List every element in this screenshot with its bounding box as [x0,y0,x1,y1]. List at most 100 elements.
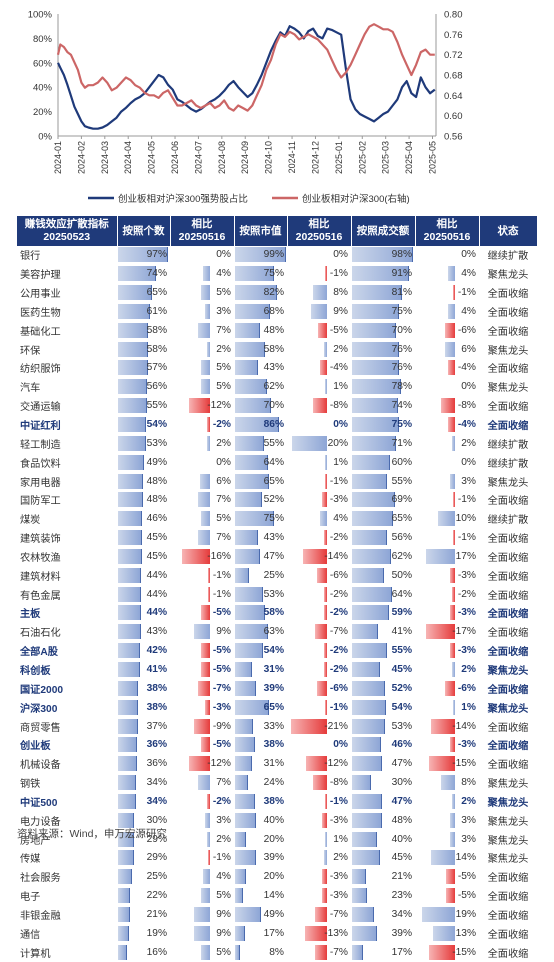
level-bar [352,718,386,734]
level-value: 38% [263,739,284,751]
level-bar [118,586,141,602]
status-cell: 全面收缩 [479,528,537,548]
row-name: 纺织服饰 [17,358,117,378]
level-bar [352,473,387,489]
change-bar [208,567,210,583]
turnover-change-cell: -1% [415,283,479,303]
mcap-change-cell: -7% [287,622,351,642]
change-bar [325,473,327,489]
count-cell: 19% [117,923,170,944]
level-value: 64% [391,588,412,600]
turnover-change-cell: 13% [415,923,479,944]
row-name: 交通运输 [17,396,117,416]
count-cell: 57% [117,358,170,378]
change-bar [290,718,327,734]
mcap-cell: 48% [234,320,287,341]
level-value: 48% [263,324,284,336]
change-bar [182,548,210,564]
level-value: 25% [146,871,167,883]
y-right-tick-label: 0.68 [444,71,463,82]
turnover-change-cell: 0% [415,452,479,473]
level-bar [118,247,168,263]
change-bar [313,398,327,414]
row-name: 国防军工 [17,490,117,510]
level-bar [352,454,390,470]
turnover-change-cell: 14% [415,848,479,868]
change-value: 14% [455,852,476,864]
level-bar [235,793,255,809]
count-cell: 29% [117,848,170,868]
mcap-change-cell: -1% [287,264,351,284]
level-value: 40% [391,833,412,845]
count-cell: 48% [117,471,170,491]
mcap-cell: 43% [234,528,287,548]
change-value: -1% [457,532,476,544]
level-bar [235,624,268,640]
status-cell: 全面收缩 [479,565,537,586]
mcap-cell: 14% [234,886,287,906]
change-bar [448,303,455,319]
mcap-cell: 17% [234,923,287,944]
level-value: 74% [146,268,167,280]
turnover-change-cell: -6% [415,320,479,341]
change-bar [316,680,327,696]
turnover-cell: 75% [351,415,415,435]
count-change-cell: -5% [170,660,234,680]
change-bar [204,699,210,715]
level-bar [235,775,248,791]
level-value: 55% [263,437,284,449]
row-name: 钢铁 [17,773,117,793]
turnover-cell: 78% [351,377,415,397]
level-value: 17% [391,946,412,958]
level-value: 86% [263,419,284,431]
change-value: 1% [333,456,348,468]
level-bar [235,417,279,433]
mcap-change-cell: 20% [287,433,351,454]
change-value: 2% [461,437,476,449]
series-line-relative [56,23,435,112]
level-value: 47% [391,795,412,807]
level-bar [118,718,138,734]
level-value: 31% [263,663,284,675]
change-value: -2% [329,532,348,544]
turnover-change-cell: 1% [415,697,479,718]
mcap-cell: 64% [234,452,287,473]
mcap-cell: 39% [234,848,287,868]
count-change-cell: -9% [170,716,234,736]
change-bar [208,586,210,602]
count-cell: 65% [117,283,170,303]
level-bar [235,247,286,263]
change-bar [432,925,455,941]
turnover-cell: 41% [351,622,415,642]
status-cell: 聚焦龙头 [479,791,537,812]
change-value: -6% [457,682,476,694]
change-bar [446,869,455,885]
level-value: 43% [146,626,167,638]
mcap-change-cell: -8% [287,396,351,416]
level-value: 76% [391,362,412,374]
level-bar [352,812,383,828]
level-value: 49% [146,456,167,468]
level-bar [352,530,388,546]
level-value: 58% [263,343,284,355]
row-name: 基础化工 [17,320,117,341]
count-change-cell: 5% [170,377,234,397]
change-value: 2% [216,437,231,449]
level-value: 23% [391,890,412,902]
turnover-change-cell: 4% [415,302,479,322]
level-value: 65% [263,475,284,487]
row-name: 科创板 [17,660,117,680]
row-name: 电子 [17,886,117,906]
level-value: 65% [263,701,284,713]
level-bar [118,285,152,301]
count-change-cell: 5% [170,886,234,906]
column-header: 相比 20250516 [287,216,352,246]
level-value: 65% [146,287,167,299]
level-value: 91% [391,268,412,280]
level-bar [352,586,393,602]
status-cell: 聚焦龙头 [479,264,537,284]
level-value: 74% [391,400,412,412]
change-value: -2% [212,795,231,807]
level-bar [352,680,385,696]
level-bar [352,643,387,659]
